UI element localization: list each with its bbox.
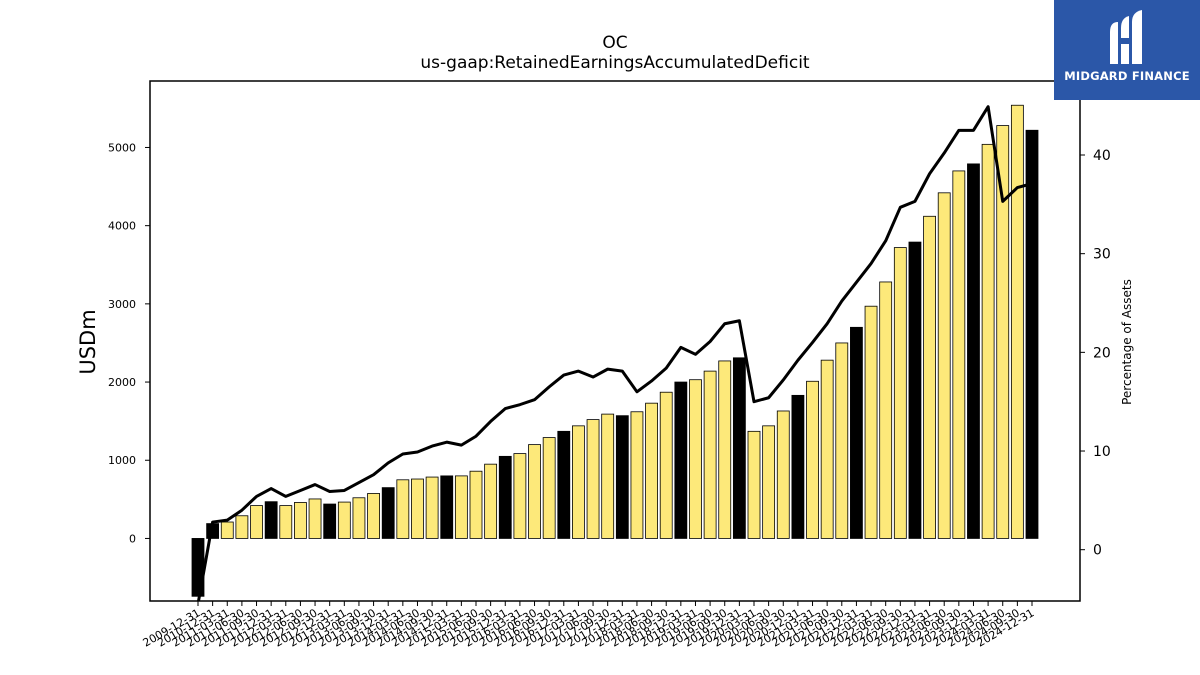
- bar: [659, 391, 673, 539]
- bar: [689, 379, 702, 539]
- y-right-tick-label: 0: [1093, 543, 1102, 559]
- y-right-tick-label: 40: [1093, 148, 1111, 164]
- y-tick-label: 0: [129, 532, 136, 545]
- bar: [806, 380, 819, 539]
- bar: [250, 505, 263, 539]
- bar: [820, 359, 834, 539]
- bar: [937, 192, 951, 539]
- brand-name: MIDGARD FINANCE: [1064, 69, 1190, 83]
- bar: [572, 425, 585, 539]
- bar: [542, 437, 556, 539]
- bar: [630, 411, 644, 539]
- bar: [557, 430, 571, 539]
- bar: [615, 415, 629, 539]
- bar: [835, 342, 849, 539]
- bar: [484, 463, 498, 539]
- bar: [279, 505, 293, 539]
- bar: [645, 402, 658, 539]
- bar: [923, 215, 936, 539]
- bar: [396, 479, 410, 539]
- y-axis-label: USDm: [76, 309, 100, 374]
- bar: [323, 503, 337, 539]
- bar: [425, 476, 439, 539]
- bar: [762, 425, 776, 539]
- y-tick-label: 4000: [108, 220, 136, 233]
- line-layer: [197, 105, 1033, 601]
- bar: [308, 498, 322, 539]
- bar: [601, 413, 615, 539]
- bar: [264, 501, 278, 539]
- bar: [513, 453, 527, 539]
- x-axis: 2009-12-312010-12-312011-03-312011-06-30…: [141, 601, 1037, 650]
- plot-frame: [149, 80, 1081, 602]
- bar: [791, 394, 805, 539]
- y-tick-label: 3000: [108, 298, 136, 311]
- y-right-tick-label: 10: [1093, 444, 1111, 460]
- bar: [908, 241, 922, 539]
- bars-group: [191, 104, 1039, 597]
- left-axis: 0 1000 2000 3000 4000 5000: [108, 141, 150, 545]
- y-tick-label: 5000: [108, 141, 136, 154]
- bar: [586, 419, 600, 539]
- bar: [981, 143, 995, 539]
- y-tick-label: 1000: [108, 454, 136, 467]
- bar: [718, 360, 732, 539]
- y-axis-right-label: Percentage of Assets: [1120, 279, 1134, 405]
- brand-logo: MIDGARD FINANCE: [1054, 0, 1200, 100]
- bar: [776, 410, 790, 539]
- bar: [864, 305, 878, 539]
- bar: [879, 281, 893, 539]
- bar: [850, 326, 863, 539]
- bar: [337, 501, 351, 539]
- y-tick-label: 2000: [108, 376, 136, 389]
- bar: [747, 430, 761, 539]
- bar: [454, 475, 468, 539]
- bar: [352, 497, 366, 539]
- y-right-tick-label: 20: [1093, 345, 1111, 361]
- bar: [235, 515, 249, 539]
- percentage-line: [197, 105, 1033, 601]
- bar: [967, 163, 980, 539]
- chart-subtitle: us-gaap:RetainedEarningsAccumulatedDefic…: [420, 53, 810, 73]
- bar: [381, 487, 395, 539]
- bar: [1025, 129, 1039, 539]
- bar: [893, 247, 907, 539]
- bar: [440, 475, 454, 539]
- bar: [703, 370, 717, 539]
- bar: [732, 357, 746, 539]
- brand-logo-icon: [1110, 10, 1142, 64]
- right-axis: 0 10 20 30 40: [1080, 148, 1111, 559]
- bar: [498, 455, 512, 539]
- bar: [952, 170, 966, 539]
- y-right-tick-label: 30: [1093, 247, 1111, 263]
- bar: [528, 444, 541, 539]
- bar: [674, 381, 688, 539]
- chart-title: OC: [602, 33, 627, 53]
- bar: [367, 493, 380, 539]
- bar: [411, 478, 424, 539]
- bar: [1010, 104, 1024, 539]
- bar: [220, 521, 234, 539]
- bar: [996, 125, 1010, 539]
- bar: [294, 502, 307, 539]
- bar: [469, 470, 483, 539]
